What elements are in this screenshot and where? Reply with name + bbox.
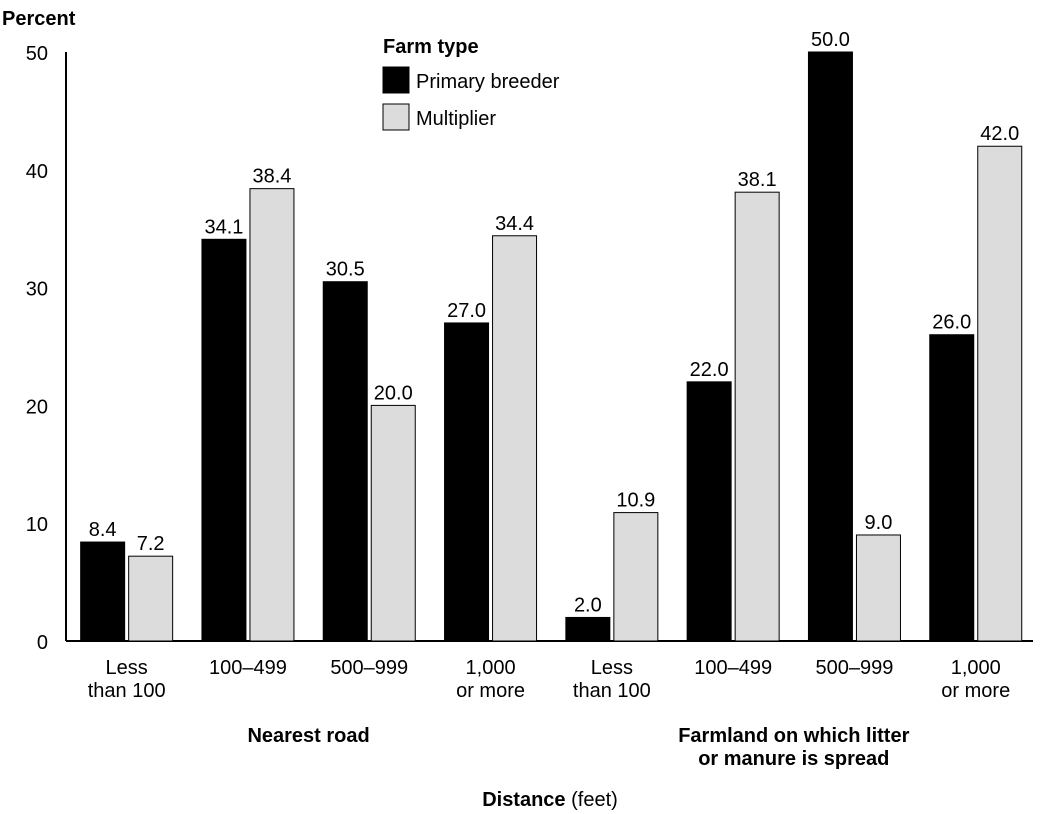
y-tick-label: 30 xyxy=(26,279,48,301)
bar-multiplier xyxy=(492,235,538,642)
legend-swatch-primary-breeder xyxy=(382,66,410,94)
bar-primary-breeder xyxy=(444,322,490,642)
category-label: 1,000 or more xyxy=(456,657,525,702)
category-label: 500–999 xyxy=(816,657,894,679)
bar-value-label: 9.0 xyxy=(865,512,893,534)
legend-title: Farm type xyxy=(383,36,479,58)
category-label: Less than 100 xyxy=(88,657,166,702)
bar-multiplier xyxy=(855,534,901,642)
bar-value-label: 26.0 xyxy=(932,312,971,334)
value-labels: 8.4 7.2 34.1 38.4 30.5 20.0 27.0 34.4 2.0 10.9 22.… xyxy=(89,29,1019,616)
bar-value-label: 7.2 xyxy=(137,533,165,555)
bar-value-label: 38.1 xyxy=(738,169,777,191)
y-tick-label: 0 xyxy=(37,632,48,654)
bar-value-label: 10.9 xyxy=(616,490,655,512)
y-tick-label: 40 xyxy=(26,161,48,183)
y-tick-label: 10 xyxy=(26,514,48,536)
legend-swatch-multiplier xyxy=(382,103,410,131)
y-axis-ticks: 0 10 20 30 40 50 xyxy=(26,43,48,654)
bar-value-label: 27.0 xyxy=(447,300,486,322)
bar-multiplier xyxy=(977,145,1023,642)
bar-primary-breeder xyxy=(686,381,732,642)
category-label: 1,000 or more xyxy=(941,657,1010,702)
group-label: Farmland on which litter or manure is spr… xyxy=(678,725,909,770)
bar-primary-breeder xyxy=(80,541,126,642)
y-axis-label: Percent xyxy=(2,8,76,30)
bar-multiplier xyxy=(734,191,780,642)
group-label: Nearest road xyxy=(247,725,369,747)
bar-primary-breeder xyxy=(565,616,611,642)
bar-value-label: 2.0 xyxy=(574,594,602,616)
bar-value-label: 34.1 xyxy=(204,216,243,238)
legend-label-primary-breeder: Primary breeder xyxy=(416,71,560,93)
bar-primary-breeder xyxy=(322,281,368,642)
bar-multiplier xyxy=(370,404,416,642)
bar-value-label: 50.0 xyxy=(811,29,850,51)
bar-value-label: 22.0 xyxy=(690,359,729,381)
bar-primary-breeder xyxy=(807,51,853,642)
legend-label-multiplier: Multiplier xyxy=(416,108,496,130)
x-axis-label: Distance (feet) xyxy=(482,789,618,811)
bar-value-label: 30.5 xyxy=(326,259,365,281)
category-label: 100–499 xyxy=(209,657,287,679)
legend: Farm type Primary breeder Multiplier xyxy=(382,36,560,131)
y-tick-label: 20 xyxy=(26,396,48,418)
bar-value-label: 34.4 xyxy=(495,213,534,235)
bar-primary-breeder xyxy=(929,334,975,642)
group-labels: Nearest road Farmland on which litter or m… xyxy=(247,725,909,770)
category-label: Less than 100 xyxy=(573,657,651,702)
category-label: 100–499 xyxy=(694,657,772,679)
category-labels: Less than 100 100–499 500–999 1,000 or more Le… xyxy=(88,657,1010,702)
bar-multiplier xyxy=(249,188,295,642)
bar-value-label: 42.0 xyxy=(980,123,1019,145)
bar-multiplier xyxy=(613,512,659,642)
bar-value-label: 20.0 xyxy=(374,382,413,404)
bar-primary-breeder xyxy=(201,238,247,642)
bars xyxy=(80,51,1023,642)
bar-value-label: 38.4 xyxy=(252,166,291,188)
bar-multiplier xyxy=(128,555,174,642)
bar-value-label: 8.4 xyxy=(89,519,117,541)
y-tick-label: 50 xyxy=(26,43,48,65)
category-label: 500–999 xyxy=(330,657,408,679)
